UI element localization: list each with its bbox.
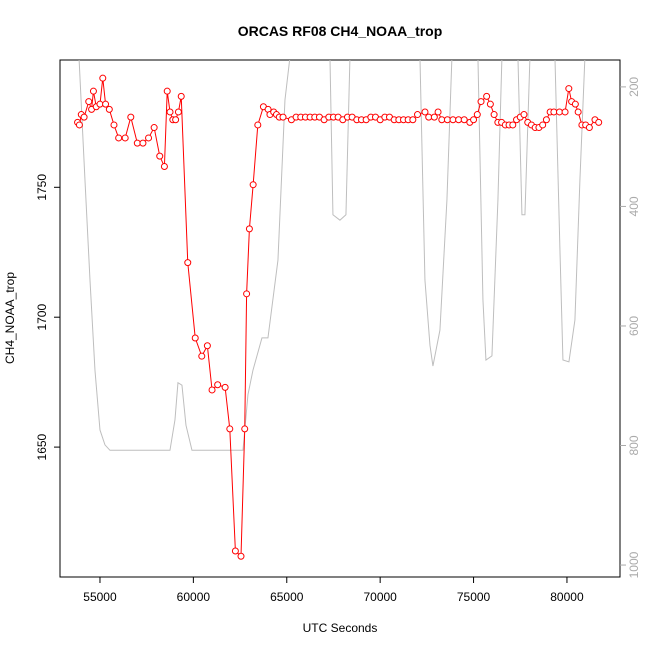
y2-tick-label: 200 bbox=[627, 77, 641, 97]
data-point bbox=[174, 108, 182, 116]
data-point bbox=[163, 87, 171, 95]
data-point bbox=[150, 124, 158, 132]
data-point bbox=[490, 111, 498, 119]
chart-title: ORCAS RF08 CH4_NOAA_trop bbox=[238, 23, 443, 39]
data-point bbox=[115, 134, 123, 142]
y2-tick-label: 400 bbox=[627, 196, 641, 216]
data-point bbox=[483, 92, 491, 100]
data-point bbox=[166, 108, 174, 116]
data-point bbox=[279, 113, 287, 121]
data-point bbox=[438, 116, 446, 124]
data-point bbox=[105, 105, 113, 113]
data-point bbox=[203, 342, 211, 350]
data-point bbox=[139, 139, 147, 147]
data-point bbox=[477, 98, 485, 106]
data-point bbox=[565, 85, 573, 93]
data-point bbox=[75, 121, 83, 129]
data-point bbox=[443, 116, 451, 124]
data-point bbox=[241, 425, 249, 433]
data-point bbox=[231, 547, 239, 555]
x-tick-label: 55000 bbox=[83, 590, 117, 604]
data-point bbox=[172, 116, 180, 124]
series-line bbox=[78, 60, 586, 451]
y2-tick-label: 600 bbox=[627, 316, 641, 336]
data-point bbox=[409, 116, 417, 124]
data-point bbox=[434, 108, 442, 116]
data-point bbox=[595, 118, 603, 126]
data-point bbox=[550, 108, 558, 116]
data-point bbox=[243, 290, 251, 298]
data-point bbox=[191, 334, 199, 342]
data-point bbox=[99, 74, 107, 82]
x-tick-label: 60000 bbox=[177, 590, 211, 604]
data-point bbox=[145, 134, 153, 142]
data-point bbox=[509, 121, 517, 129]
y2-tick-label: 1000 bbox=[627, 551, 641, 578]
data-point bbox=[425, 113, 433, 121]
data-point bbox=[430, 113, 438, 121]
data-point bbox=[89, 87, 97, 95]
data-point bbox=[102, 100, 110, 108]
x-tick-label: 75000 bbox=[457, 590, 491, 604]
data-point bbox=[160, 163, 168, 171]
x-tick-label: 70000 bbox=[363, 590, 397, 604]
y-axis-label: CH4_NOAA_trop bbox=[3, 272, 17, 364]
data-point bbox=[226, 425, 234, 433]
data-point bbox=[254, 121, 262, 129]
y-tick-label: 1650 bbox=[35, 433, 49, 460]
data-point bbox=[177, 92, 185, 100]
data-point bbox=[421, 108, 429, 116]
data-point bbox=[574, 108, 582, 116]
data-point bbox=[96, 100, 104, 108]
data-point bbox=[455, 116, 463, 124]
y-tick-label: 1750 bbox=[35, 174, 49, 201]
data-point bbox=[127, 113, 135, 121]
data-point bbox=[221, 383, 229, 391]
data-point bbox=[561, 108, 569, 116]
data-point bbox=[571, 100, 579, 108]
data-point bbox=[85, 98, 93, 106]
data-point bbox=[486, 100, 494, 108]
data-point bbox=[156, 152, 164, 160]
data-point bbox=[414, 111, 422, 119]
data-point bbox=[470, 116, 478, 124]
data-point bbox=[208, 386, 216, 394]
data-point bbox=[214, 381, 222, 389]
data-point bbox=[555, 108, 563, 116]
data-point bbox=[460, 116, 468, 124]
x-axis-label: UTC Seconds bbox=[303, 621, 378, 635]
data-point bbox=[184, 259, 192, 267]
plot-frame bbox=[59, 59, 621, 578]
x-tick-label: 80000 bbox=[550, 590, 584, 604]
data-point bbox=[249, 181, 257, 189]
data-point bbox=[133, 139, 141, 147]
data-point bbox=[473, 111, 481, 119]
data-point bbox=[542, 116, 550, 124]
data-point bbox=[449, 116, 457, 124]
data-point bbox=[585, 124, 593, 132]
data-point bbox=[121, 134, 129, 142]
data-point bbox=[198, 352, 206, 360]
y2-tick-label: 800 bbox=[627, 435, 641, 455]
y-tick-label: 1700 bbox=[35, 304, 49, 331]
data-point bbox=[520, 111, 528, 119]
x-tick-label: 65000 bbox=[270, 590, 304, 604]
plot-area bbox=[74, 60, 603, 560]
data-point bbox=[237, 552, 245, 560]
data-point bbox=[539, 121, 547, 129]
data-point bbox=[110, 121, 118, 129]
data-point bbox=[80, 113, 88, 121]
data-point bbox=[245, 225, 253, 233]
